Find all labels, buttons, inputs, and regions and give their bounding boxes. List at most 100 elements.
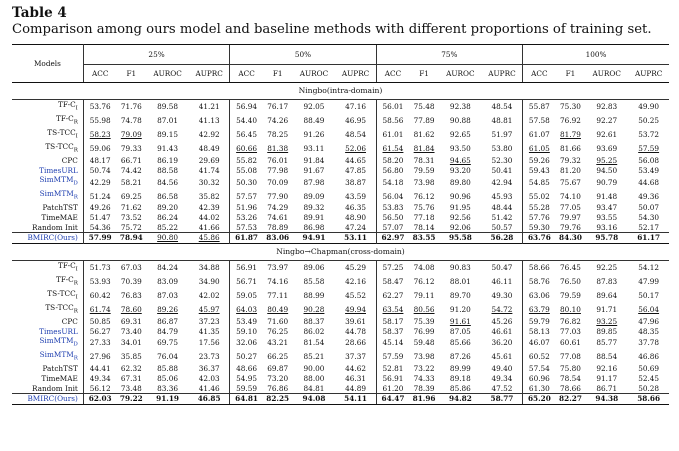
value-cell: 78.14 [413, 222, 435, 232]
value-cell: 81.38 [267, 144, 289, 154]
comparison-table: Models 25% 50% 75% 100% ACC F1 AUROC AUPRC ACC F1 A… [12, 44, 669, 405]
value-cell: 53.26 [229, 213, 263, 223]
value-cell: 42.92 [198, 130, 220, 140]
value-cell: 94.50 [596, 165, 618, 175]
value-cell: 80.56 [413, 305, 435, 315]
value-cell: 50.27 [229, 350, 263, 365]
value-cell: 54.18 [375, 175, 410, 190]
model-name: Random Init [12, 383, 84, 394]
value-cell: 89.58 [157, 102, 179, 112]
value-cell: 45.97 [198, 305, 220, 315]
value-cell: 49.94 [345, 305, 366, 315]
value-cell: 56.12 [82, 383, 117, 394]
value-cell: 43.59 [345, 191, 366, 201]
value-cell: 51.24 [82, 189, 117, 204]
value-cell: 56.28 [481, 232, 523, 244]
value-cell: 39.61 [345, 317, 366, 327]
table-row: CPC 50.85 69.31 86.87 37.23 53.49 71.60 88.37 39… [12, 317, 669, 327]
model-name: TF-CI [12, 260, 84, 275]
table-row: BMIRC(Ours) 57.99 78.94 90.80 45.86 61.87 83.0… [12, 232, 669, 244]
value-cell: 58.23 [82, 128, 117, 143]
value-cell: 41.46 [198, 383, 220, 393]
value-cell: 95.25 [596, 156, 618, 166]
value-cell: 77.98 [267, 165, 289, 175]
value-cell: 58.21 [120, 177, 142, 187]
value-cell: 47.16 [345, 102, 366, 112]
value-cell: 48.35 [638, 326, 660, 336]
value-cell: 77.08 [560, 352, 581, 362]
value-cell: 52.81 [375, 364, 410, 374]
value-cell: 61.87 [229, 232, 263, 244]
value-cell: 50.74 [82, 165, 117, 176]
value-cell: 76.83 [120, 291, 142, 301]
value-cell: 89.06 [303, 263, 325, 273]
value-cell: 94.82 [438, 393, 482, 405]
value-cell: 93.11 [303, 144, 325, 154]
value-cell: 92.83 [596, 102, 618, 112]
value-cell: 48.90 [345, 213, 366, 223]
value-cell: 92.56 [449, 213, 471, 223]
value-cell: 86.58 [157, 191, 179, 201]
value-cell: 49.90 [638, 102, 660, 112]
value-cell: 44.65 [345, 156, 366, 166]
value-cell: 93.16 [596, 222, 618, 232]
value-cell: 53.49 [229, 317, 263, 327]
value-cell: 55.82 [229, 156, 263, 166]
value-cell: 73.48 [120, 383, 142, 393]
model-name: SimMTMR [12, 350, 84, 365]
value-cell: 84.79 [157, 326, 179, 336]
value-cell: 84.24 [157, 263, 179, 273]
value-cell: 46.11 [491, 277, 513, 287]
value-cell: 77.18 [413, 213, 435, 223]
value-cell: 94.65 [449, 156, 471, 166]
model-name: TF-CR [12, 114, 84, 129]
value-cell: 86.02 [303, 326, 325, 336]
value-cell: 73.40 [120, 326, 142, 336]
value-cell: 57.59 [638, 144, 660, 154]
table-row: Random Init 56.12 73.48 83.36 41.46 59.59 76.8… [12, 383, 669, 394]
value-cell: 46.86 [638, 352, 660, 362]
value-cell: 57.76 [522, 213, 556, 223]
value-cell: 50.17 [638, 291, 660, 301]
value-cell: 85.21 [303, 352, 325, 362]
value-cell: 46.95 [345, 116, 366, 126]
value-cell: 34.01 [120, 338, 142, 348]
value-cell: 61.07 [522, 128, 556, 143]
value-cell: 58.77 [481, 393, 523, 405]
table-row: TS-TCCR 59.06 79.33 91.43 48.49 60.66 81.38 93.… [12, 142, 669, 157]
value-cell: 60.61 [560, 338, 581, 348]
value-cell: 60.66 [229, 142, 263, 157]
value-cell: 94.08 [292, 393, 336, 405]
value-cell: 85.06 [157, 373, 179, 383]
value-cell: 76.25 [267, 326, 289, 336]
table-title: Table 4 [12, 5, 67, 21]
value-cell: 87.98 [303, 177, 325, 187]
value-cell: 46.07 [522, 336, 556, 351]
value-cell: 46.61 [491, 326, 513, 336]
value-cell: 51.97 [491, 130, 513, 140]
value-cell: 74.61 [267, 213, 289, 223]
value-cell: 77.90 [267, 191, 289, 201]
value-cell: 76.92 [560, 116, 581, 126]
value-cell: 89.70 [449, 291, 471, 301]
value-cell: 84.81 [303, 383, 325, 393]
value-cell: 55.02 [522, 189, 556, 204]
value-cell: 59.10 [229, 326, 263, 337]
value-cell: 63.54 [375, 302, 410, 318]
models-header: Models [12, 44, 84, 83]
value-cell: 77.89 [413, 116, 435, 126]
value-cell: 47.96 [638, 317, 660, 327]
value-cell: 48.66 [229, 364, 263, 374]
value-cell: 80.49 [267, 305, 289, 315]
value-cell: 85.58 [303, 277, 325, 287]
table-row: SimMTMR 27.96 35.85 76.04 23.73 50.27 66.25 85.… [12, 350, 669, 365]
value-cell: 49.34 [82, 373, 117, 384]
value-cell: 41.66 [198, 222, 220, 232]
value-cell: 41.13 [198, 116, 220, 126]
value-cell: 77.05 [560, 203, 581, 213]
value-cell: 76.86 [267, 383, 289, 393]
table-row: TF-CI 51.73 67.03 84.24 34.88 56.91 73.97 89.06… [12, 260, 669, 275]
value-cell: 78.39 [413, 383, 435, 393]
value-cell: 42.29 [82, 175, 117, 190]
value-cell: 86.98 [303, 222, 325, 232]
